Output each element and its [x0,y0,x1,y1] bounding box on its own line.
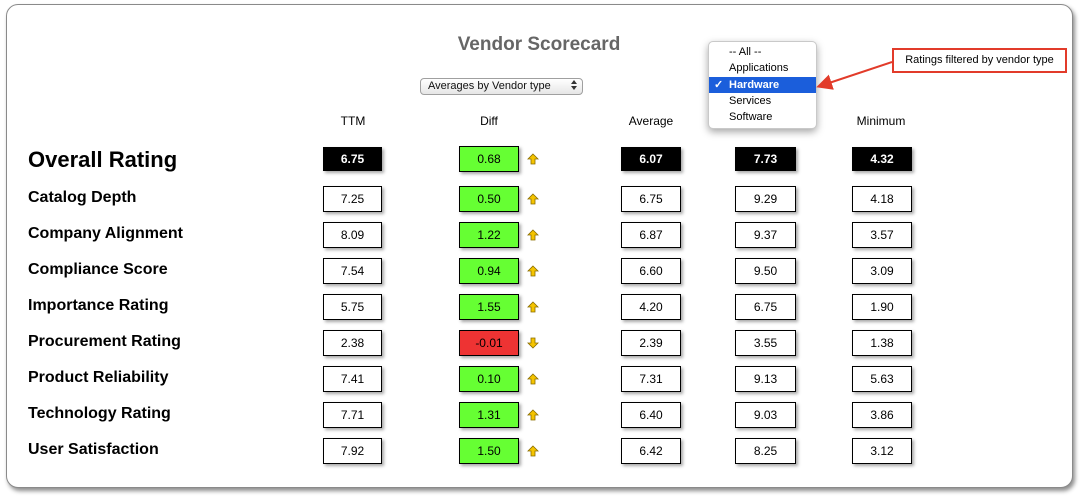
max-cell: 9.29 [735,186,796,212]
arrow-down-icon [527,337,539,349]
arrow-up-icon [527,229,539,241]
max-cell: 7.73 [735,147,796,171]
annotation-callout: Ratings filtered by vendor type [892,48,1067,73]
metric-label: Compliance Score [28,261,168,278]
arrow-up-icon [527,193,539,205]
diff-cell: -0.01 [459,330,519,356]
minimum-cell: 4.18 [852,186,912,212]
diff-cell: 0.10 [459,366,519,392]
average-cell: 6.87 [621,222,681,248]
overall-rating-label: Overall Rating [28,147,178,172]
minimum-cell: 1.38 [852,330,912,356]
max-cell: 9.37 [735,222,796,248]
page-title: Vendor Scorecard [457,34,621,55]
metric-label: Technology Rating [28,405,171,422]
column-header-average: Average [628,114,674,128]
diff-cell: 1.50 [459,438,519,464]
average-cell: 6.75 [621,186,681,212]
column-header-ttm: TTM [340,114,366,128]
diff-cell: 1.55 [459,294,519,320]
arrow-up-icon [527,445,539,457]
arrow-up-icon [527,153,539,165]
metric-label: Catalog Depth [28,189,137,206]
metric-label: User Satisfaction [28,441,159,458]
minimum-cell: 3.12 [852,438,912,464]
diff-cell: 0.68 [459,146,519,172]
ttm-cell: 7.41 [323,366,382,392]
minimum-cell: 3.86 [852,402,912,428]
ttm-cell: 2.38 [323,330,382,356]
dropdown-option[interactable]: Applications [729,62,789,74]
ttm-cell: 5.75 [323,294,382,320]
metric-label: Procurement Rating [28,333,181,350]
ttm-cell: 8.09 [323,222,382,248]
select-value: Averages by Vendor type [428,80,551,92]
dropdown-option[interactable]: Services [729,95,772,107]
metric-label: Company Alignment [28,225,183,242]
average-cell: 2.39 [621,330,681,356]
dropdown-option[interactable]: Software [729,111,773,123]
ttm-cell: 7.54 [323,258,382,284]
dropdown-option-selected[interactable]: ✓ Hardware [709,77,816,93]
max-cell: 6.75 [735,294,796,320]
checkmark-icon: ✓ [714,79,724,91]
chevron-updown-icon [571,79,577,90]
column-header-diff: Diff [480,114,498,128]
dropdown-option[interactable]: -- All -- [729,46,762,58]
ttm-cell: 7.71 [323,402,382,428]
vendor-type-dropdown[interactable]: -- All -- Applications ✓ Hardware Servic… [708,41,817,129]
average-cell: 7.31 [621,366,681,392]
minimum-cell: 3.57 [852,222,912,248]
diff-cell: 0.50 [459,186,519,212]
metric-label: Product Reliability [28,369,169,386]
max-cell: 8.25 [735,438,796,464]
minimum-cell: 4.32 [852,147,912,171]
average-cell: 4.20 [621,294,681,320]
minimum-cell: 5.63 [852,366,912,392]
vendor-type-select[interactable]: Averages by Vendor type [420,78,583,95]
ttm-cell: 7.25 [323,186,382,212]
minimum-cell: 3.09 [852,258,912,284]
minimum-cell: 1.90 [852,294,912,320]
diff-cell: 1.22 [459,222,519,248]
metric-label: Importance Rating [28,297,169,314]
max-cell: 9.50 [735,258,796,284]
column-header-minimum: Minimum [856,114,906,128]
average-cell: 6.07 [621,147,681,171]
ttm-cell: 6.75 [323,147,382,171]
max-cell: 9.03 [735,402,796,428]
arrow-up-icon [527,265,539,277]
diff-cell: 0.94 [459,258,519,284]
arrow-up-icon [527,409,539,421]
max-cell: 9.13 [735,366,796,392]
arrow-up-icon [527,373,539,385]
diff-cell: 1.31 [459,402,519,428]
max-cell: 3.55 [735,330,796,356]
arrow-up-icon [527,301,539,313]
average-cell: 6.40 [621,402,681,428]
average-cell: 6.42 [621,438,681,464]
ttm-cell: 7.92 [323,438,382,464]
average-cell: 6.60 [621,258,681,284]
